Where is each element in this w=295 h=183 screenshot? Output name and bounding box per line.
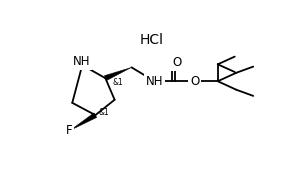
Text: HCl: HCl [140,33,163,47]
Text: NH: NH [146,75,163,88]
Polygon shape [104,67,132,81]
Text: &1: &1 [112,78,123,87]
Text: O: O [172,56,182,69]
Text: NH: NH [73,55,90,68]
Text: F: F [66,124,73,137]
Text: O: O [190,75,199,88]
Polygon shape [70,113,97,130]
Text: &1: &1 [99,108,109,117]
